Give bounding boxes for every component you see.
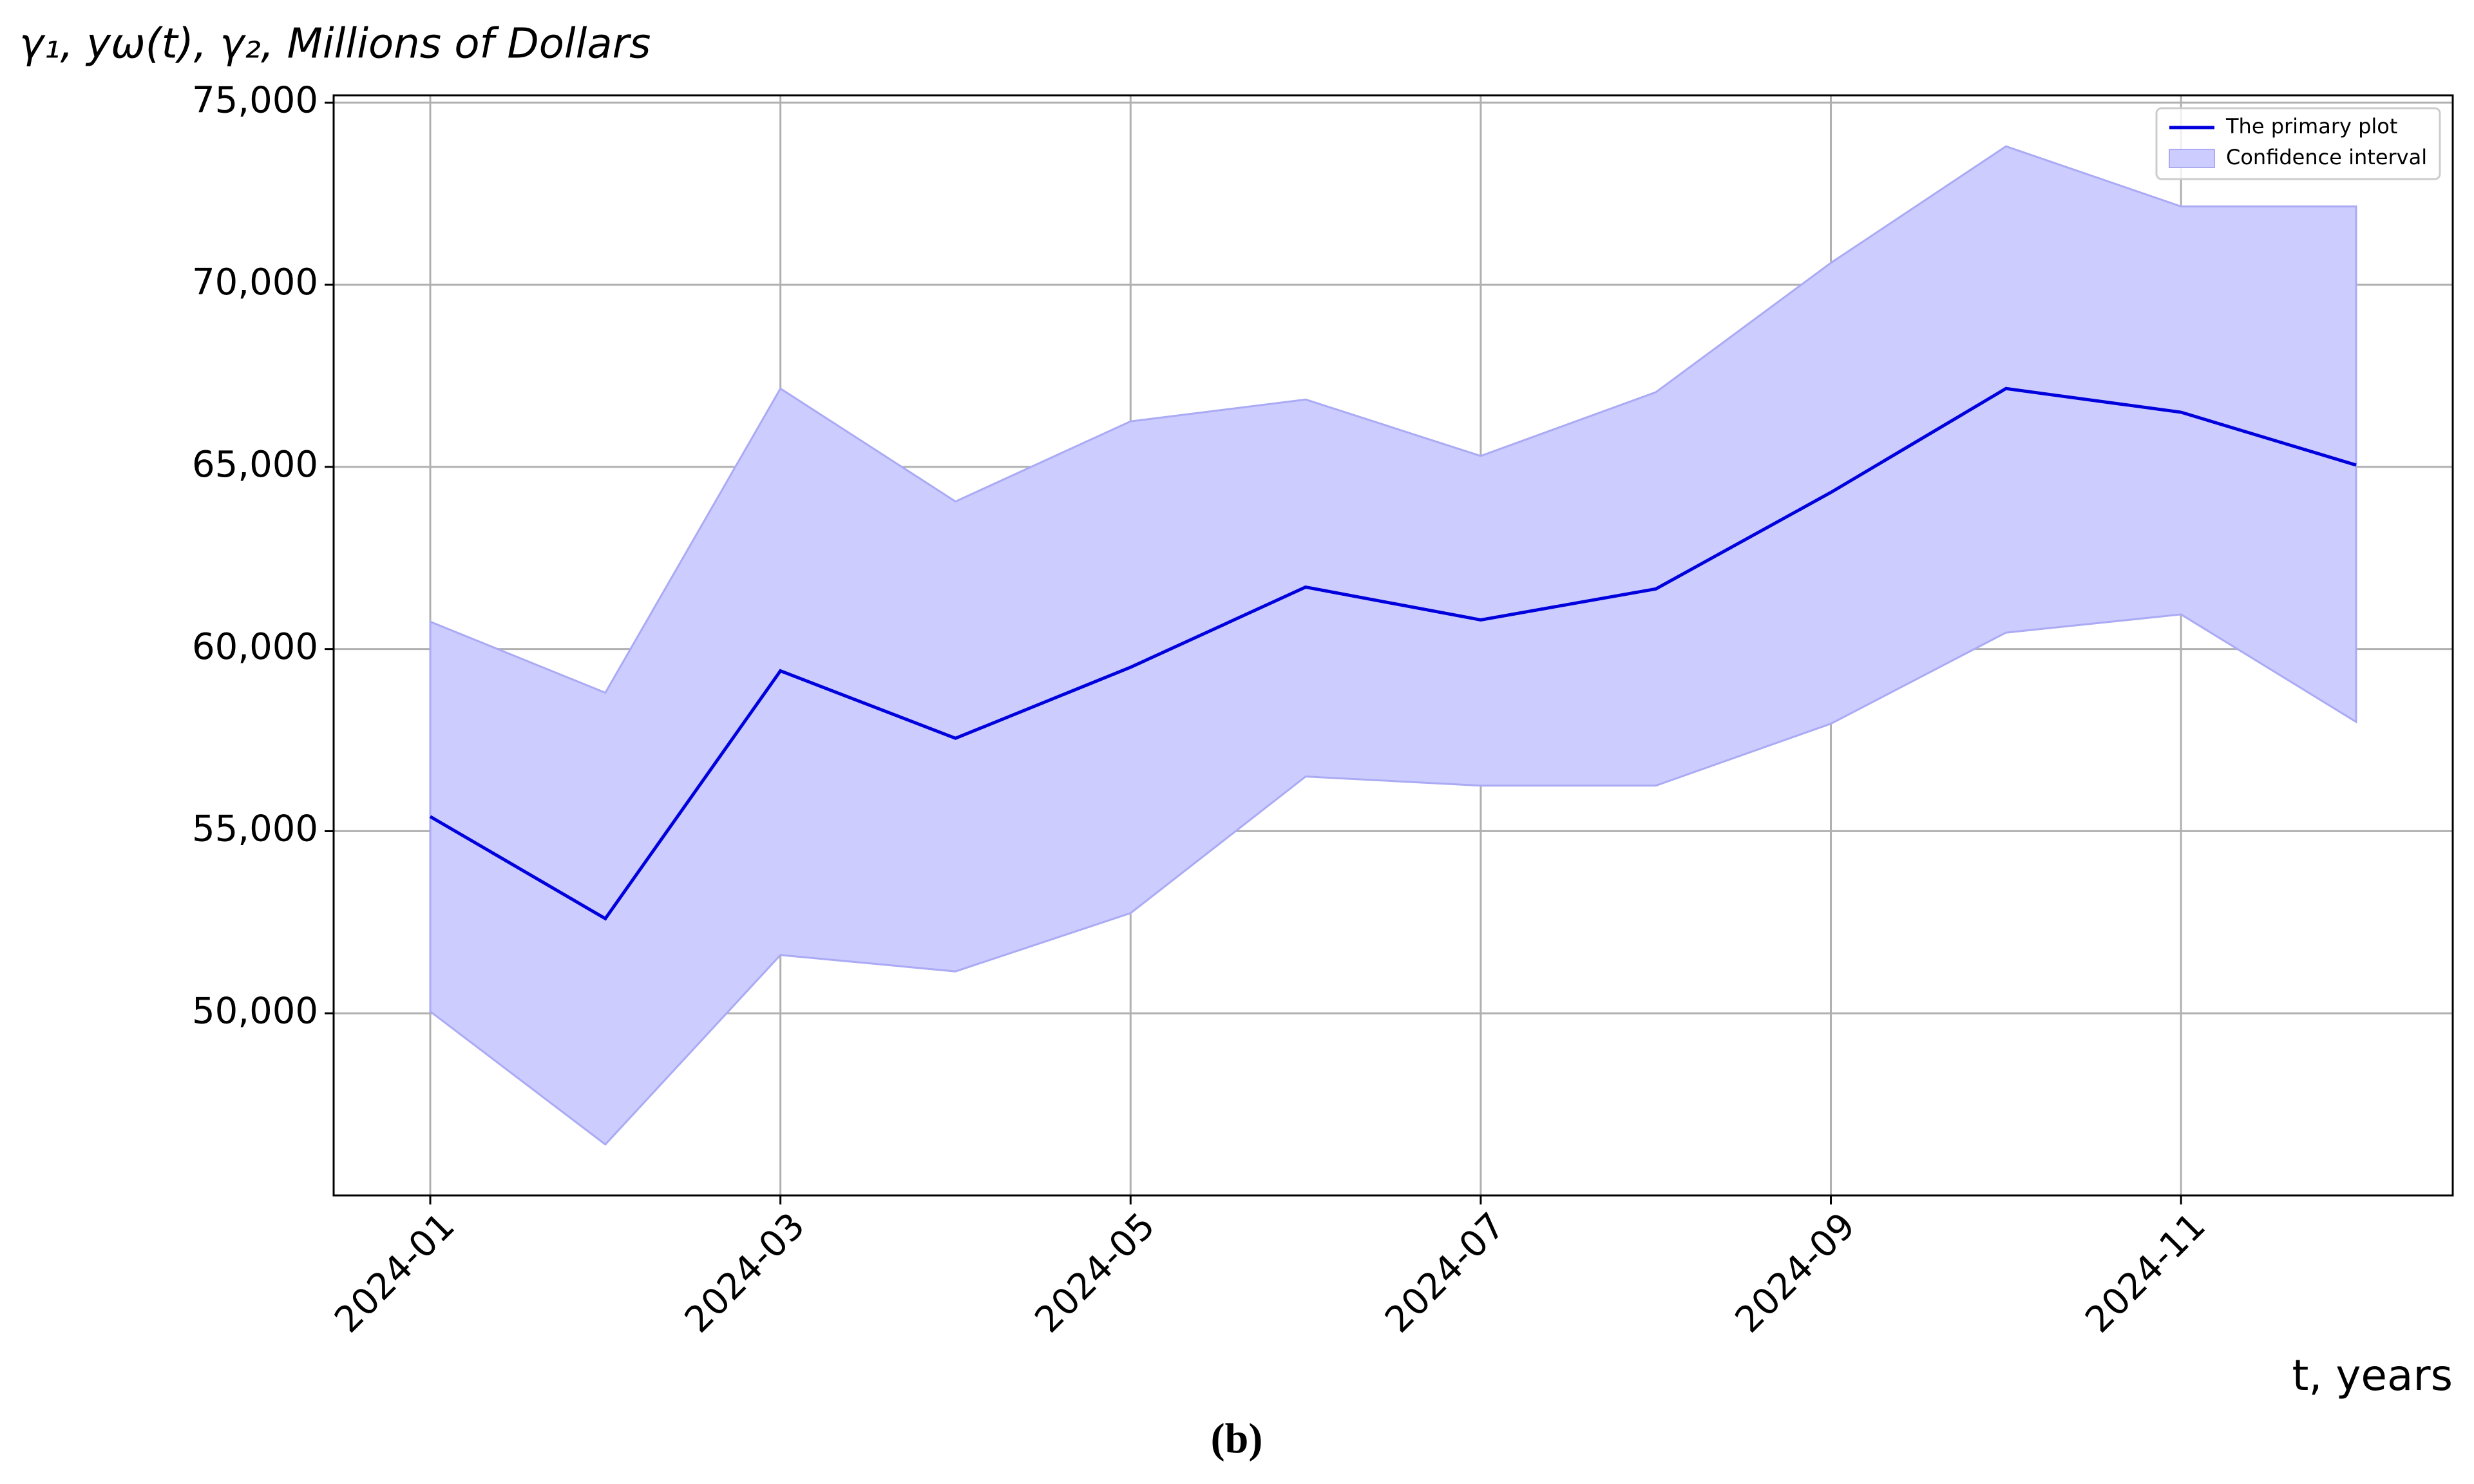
x-tick-label: 2024-11 <box>2077 1205 2213 1341</box>
y-tick-label: 50,000 <box>192 990 318 1032</box>
line <box>429 386 2357 921</box>
x-tick-label: 2024-01 <box>327 1205 462 1341</box>
confidence-band <box>429 145 2357 1146</box>
y-tick-label: 60,000 <box>192 626 318 668</box>
y-tick-label: 65,000 <box>192 444 318 486</box>
y-tick-label: 55,000 <box>192 808 318 850</box>
legend-label: Confidence interval <box>2226 145 2427 169</box>
x-tick-label: 2024-05 <box>1027 1205 1163 1341</box>
x-tick-label: 2024-09 <box>1727 1205 1863 1341</box>
y-tick-label: 75,000 <box>192 79 318 121</box>
y-axis-label: γ₁, yω(t), γ₂, Millions of Dollars <box>19 21 651 68</box>
legend-label: The primary plot <box>2225 114 2397 138</box>
legend-swatch <box>2169 149 2215 168</box>
plot-frame <box>332 94 2454 1197</box>
legend <box>2155 107 2441 180</box>
y-tick-label: 70,000 <box>192 262 318 303</box>
x-axis-label: t, years <box>2292 1351 2453 1400</box>
caption: (b) <box>1211 1415 1263 1462</box>
x-tick-label: 2024-07 <box>1377 1205 1513 1341</box>
x-tick-label: 2024-03 <box>677 1205 813 1341</box>
